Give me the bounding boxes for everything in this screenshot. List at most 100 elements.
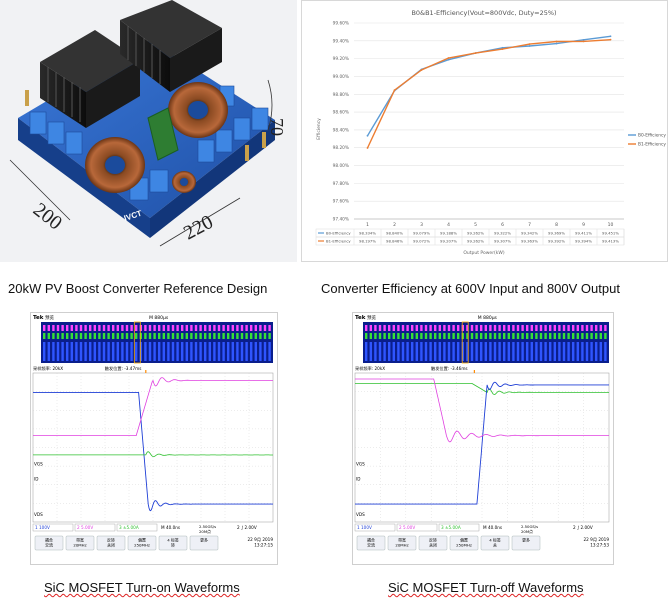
scope-timebase: M 40.0ns: [161, 525, 180, 530]
scope-stripe-magenta: [250, 325, 253, 331]
scope-stripe-green: [447, 333, 451, 339]
scope-channel-setting: 2 5.00V: [399, 525, 415, 530]
scope-rate: 2.50GS/s: [521, 524, 538, 529]
scope-stripe-green: [259, 333, 262, 339]
scope-menu-label: 带宽: [398, 538, 406, 543]
chart-x-tick: 1: [366, 222, 369, 228]
scope-stripe-magenta: [406, 325, 409, 331]
scope-stripe-green: [222, 333, 225, 339]
scope-stripe-magenta: [185, 325, 188, 331]
chart-y-tick: 99.20%: [333, 56, 349, 62]
scope-menu-label: 交流: [45, 543, 53, 548]
scope-menu-button[interactable]: 更多: [189, 535, 219, 551]
scope-stripe-magenta: [383, 325, 386, 331]
scope-stripe-blue: [457, 342, 460, 361]
scope-brand: Tek: [355, 315, 366, 321]
scope-stripe-green: [171, 333, 175, 339]
scope-stripe-magenta: [240, 325, 244, 331]
scope-stripe-green: [116, 333, 119, 339]
scope-stripe-green: [245, 333, 248, 339]
scope-stripe-magenta: [498, 325, 501, 331]
scope-stripe-magenta: [544, 325, 547, 331]
scope-menu-label: 耦合: [367, 538, 375, 543]
scope-stripe-green: [539, 333, 543, 339]
scope-menu-label: 转: [171, 543, 175, 548]
scope-stripe-magenta: [259, 325, 262, 331]
chart-title: B0&B1-Efficiency(Vout=800Vdc, Duty=25%): [411, 9, 556, 17]
scope-stripe-green: [213, 333, 216, 339]
scope-channel-setting: 2 5.00V: [77, 525, 93, 530]
scope-stripe-magenta: [369, 325, 372, 331]
board-photo-drawing: 200 220 70 IVCT: [9, 0, 287, 247]
scope-stripe-magenta: [75, 325, 78, 331]
scope-stripe-magenta: [130, 325, 133, 331]
scope-stripe-green: [470, 333, 474, 339]
scope-screen: Tek 预览 M 880μs 采样频率: 20kX 触发位置: -3.46ms VGS ID…: [354, 314, 609, 551]
scope-stripe-green: [562, 333, 566, 339]
scope-trigger: 2 ∫ 2.00V: [237, 525, 257, 530]
scope-stripe-blue: [576, 342, 579, 361]
scope-stripe-magenta: [434, 325, 437, 331]
scope-menu-button[interactable]: 4 标签转: [158, 535, 188, 551]
scope-timebase: M 40.0ns: [483, 525, 502, 530]
scope-stripe-magenta: [562, 325, 566, 331]
scope-stripe-blue: [498, 342, 501, 361]
scope-stripe-magenta: [107, 325, 110, 331]
chart-data-label: 98.840%: [386, 231, 403, 236]
chart-y-tick: 98.60%: [333, 110, 349, 116]
scope-stripe-blue: [121, 342, 124, 361]
scope-stripe-green: [199, 333, 202, 339]
scope-stripe-magenta: [599, 325, 602, 331]
scope-stripe-blue: [130, 342, 133, 361]
scope-stripe-green: [158, 333, 161, 339]
scope-stripe-magenta: [581, 325, 584, 331]
scope-channel-box: [32, 523, 74, 532]
scope-stripe-magenta: [121, 325, 124, 331]
scope-stripe-green: [526, 333, 529, 339]
scope-menu-label: 20MHz: [395, 543, 408, 548]
scope-stripe-green: [420, 333, 423, 339]
dim-length-label: 220: [180, 211, 217, 245]
scope-stripe-green: [480, 333, 483, 339]
scope-stripe-blue: [378, 342, 382, 361]
scope-menu-button[interactable]: 更多: [511, 535, 541, 551]
chart-point: [501, 48, 504, 51]
scope-overview-stripes: [43, 325, 271, 361]
caption-photo: 20kW PV Boost Converter Reference Design: [8, 281, 268, 296]
scope-stripe-blue: [599, 342, 602, 361]
scope-stripe-magenta: [93, 325, 96, 331]
scope-stripe-green: [56, 333, 60, 339]
scope-stripe-green: [194, 333, 198, 339]
scope-sample-info: 采样频率: 20kX: [33, 365, 63, 372]
scope-stripe-green: [383, 333, 386, 339]
scope-stripe-magenta: [43, 325, 46, 331]
scope-stripe-magenta: [162, 325, 165, 331]
chart-point: [528, 45, 531, 47]
chart-data-label: 99.413%: [602, 239, 619, 244]
scope-menu-label: 250MHz: [456, 543, 472, 548]
scope-stripe-blue: [171, 342, 175, 361]
scope-stripe-blue: [447, 342, 451, 361]
scope-menu-button[interactable]: 4 标签关: [480, 535, 510, 551]
chart-point: [609, 38, 612, 41]
scope-stripe-magenta: [135, 325, 138, 331]
scope-channel-label: VDS: [34, 512, 43, 517]
scope-menu-label: 关闭: [107, 543, 115, 548]
scope-menu-button-bg: [356, 535, 386, 551]
scope-menu-label: 耦合: [45, 538, 53, 543]
scope-stripe-green: [581, 333, 584, 339]
scope-stripe-blue: [388, 342, 391, 361]
scope-stripe-blue: [70, 342, 73, 361]
chart-data-label: 99.411%: [575, 231, 592, 236]
scope-stripe-blue: [194, 342, 198, 361]
scope-stripe-blue: [56, 342, 60, 361]
scope-stripe-blue: [443, 342, 446, 361]
